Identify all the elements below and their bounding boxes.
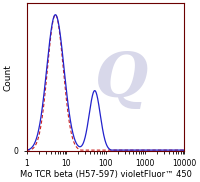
Y-axis label: Count: Count xyxy=(3,64,12,91)
Text: Q: Q xyxy=(95,50,148,110)
X-axis label: Mo TCR beta (H57-597) violetFluor™ 450: Mo TCR beta (H57-597) violetFluor™ 450 xyxy=(20,169,192,179)
